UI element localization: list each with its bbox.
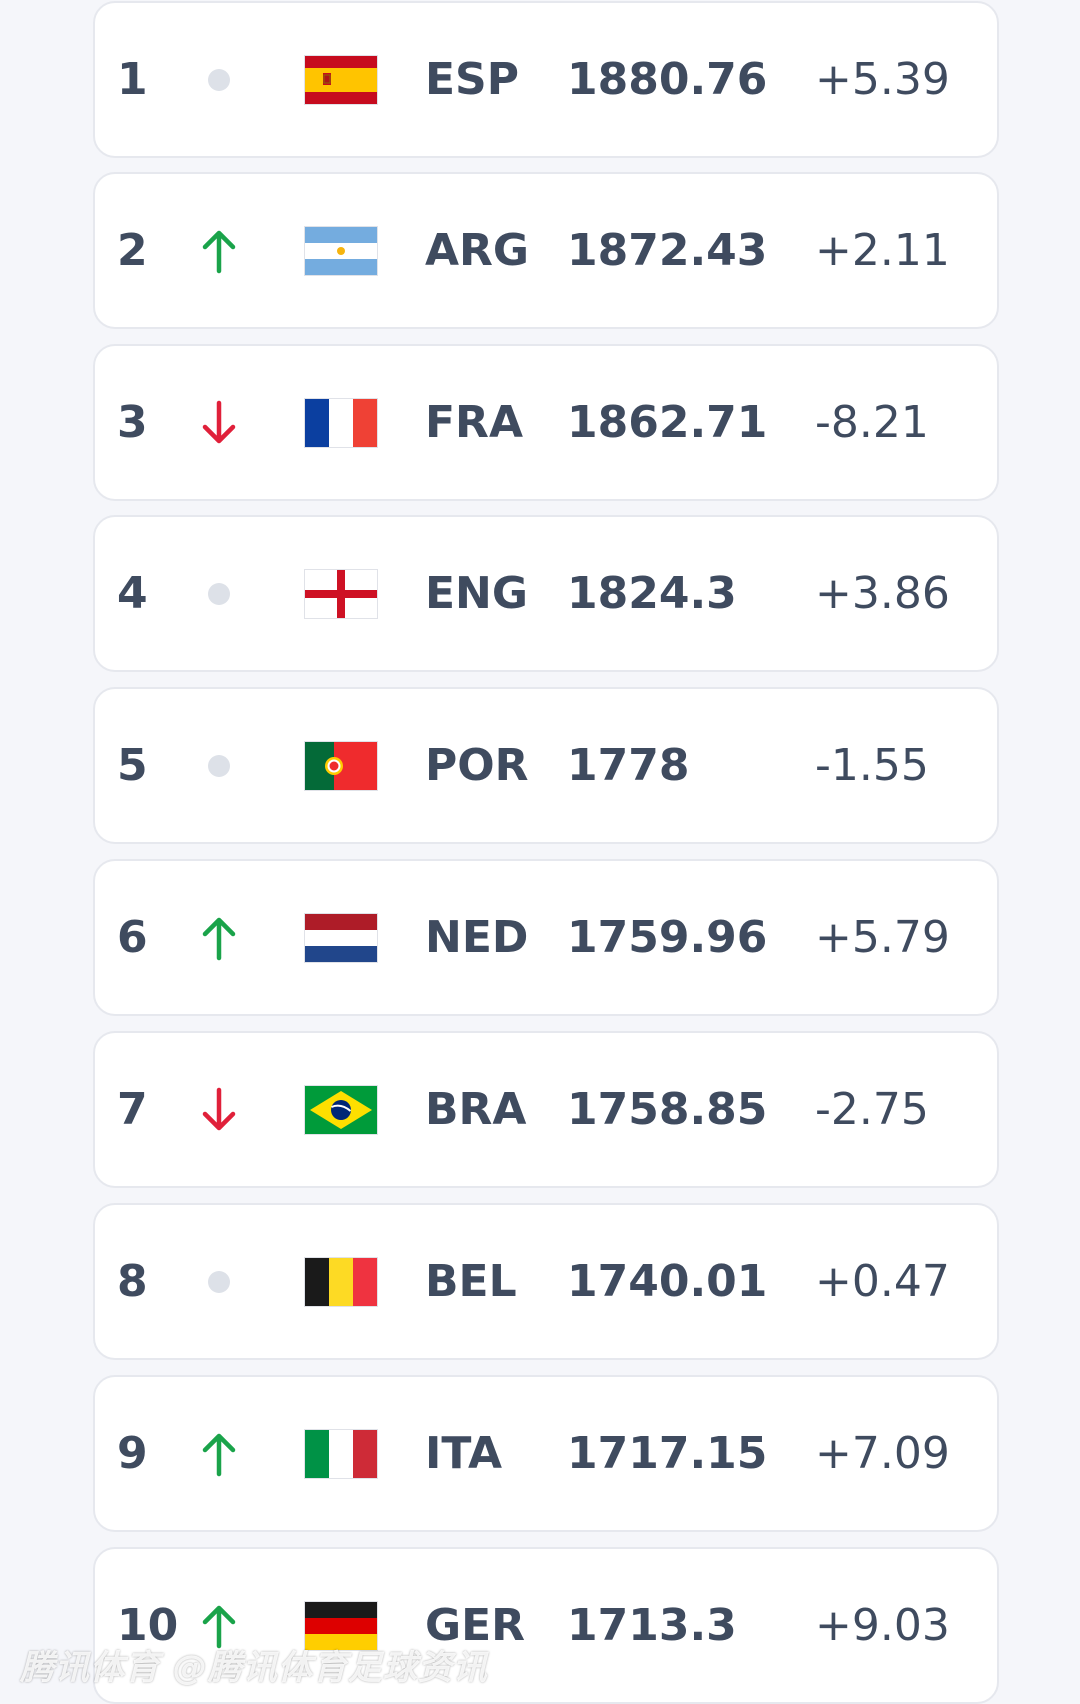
ranking-row-esp[interactable]: 1 ESP 1880.76 +5.39	[93, 1, 999, 158]
rank-number: 5	[117, 740, 148, 791]
rank-number: 7	[117, 1084, 148, 1135]
team-points: 1824.3	[567, 568, 737, 619]
belgium-flag-icon	[305, 1205, 377, 1358]
team-points: 1740.01	[567, 1256, 768, 1307]
team-points: 1717.15	[567, 1428, 768, 1479]
ranking-row-arg[interactable]: 2 ARG 1872.43 +2.11	[93, 172, 999, 329]
arrow-up-icon	[195, 861, 243, 1014]
germany-flag-icon	[305, 1549, 377, 1702]
spain-flag-icon	[305, 3, 377, 156]
team-code: ENG	[425, 568, 528, 619]
rank-number: 4	[117, 568, 148, 619]
team-code: ARG	[425, 225, 530, 276]
team-code: ITA	[425, 1428, 503, 1479]
points-change: -2.75	[815, 1084, 929, 1135]
team-code: POR	[425, 740, 529, 791]
points-change: -8.21	[815, 397, 929, 448]
points-change: +3.86	[815, 568, 950, 619]
ranking-row-fra[interactable]: 3 FRA 1862.71 -8.21	[93, 344, 999, 501]
team-points: 1862.71	[567, 397, 768, 448]
trend-unchanged-icon	[195, 517, 243, 670]
argentina-flag-icon	[305, 174, 377, 327]
points-change: +9.03	[815, 1600, 950, 1651]
ranking-row-por[interactable]: 5 POR 1778 -1.55	[93, 687, 999, 844]
arrow-down-icon	[195, 1033, 243, 1186]
team-code: NED	[425, 912, 529, 963]
ranking-row-ger[interactable]: 10 GER 1713.3 +9.03	[93, 1547, 999, 1704]
portugal-flag-icon	[305, 689, 377, 842]
team-code: BRA	[425, 1084, 527, 1135]
watermark: 腾讯体育 @腾讯体育足球资讯	[20, 1648, 488, 1688]
points-change: +2.11	[815, 225, 950, 276]
points-change: +7.09	[815, 1428, 950, 1479]
team-points: 1872.43	[567, 225, 768, 276]
netherlands-flag-icon	[305, 861, 377, 1014]
trend-unchanged-icon	[195, 3, 243, 156]
england-flag-icon	[305, 517, 377, 670]
points-change: +5.79	[815, 912, 950, 963]
arrow-down-icon	[195, 346, 243, 499]
trend-unchanged-icon	[195, 1205, 243, 1358]
team-code: GER	[425, 1600, 526, 1651]
rank-number: 6	[117, 912, 148, 963]
ranking-row-ned[interactable]: 6 NED 1759.96 +5.79	[93, 859, 999, 1016]
france-flag-icon	[305, 346, 377, 499]
points-change: +5.39	[815, 54, 950, 105]
team-code: ESP	[425, 54, 519, 105]
team-points: 1758.85	[567, 1084, 768, 1135]
ranking-row-bel[interactable]: 8 BEL 1740.01 +0.47	[93, 1203, 999, 1360]
team-points: 1759.96	[567, 912, 768, 963]
arrow-up-icon	[195, 174, 243, 327]
team-points: 1880.76	[567, 54, 768, 105]
team-points: 1713.3	[567, 1600, 737, 1651]
rank-number: 9	[117, 1428, 148, 1479]
rank-number: 8	[117, 1256, 148, 1307]
rank-number: 1	[117, 54, 148, 105]
rank-number: 3	[117, 397, 148, 448]
ranking-row-bra[interactable]: 7 BRA 1758.85 -2.75	[93, 1031, 999, 1188]
team-points: 1778	[567, 740, 690, 791]
ranking-row-ita[interactable]: 9 ITA 1717.15 +7.09	[93, 1375, 999, 1532]
team-code: FRA	[425, 397, 523, 448]
italy-flag-icon	[305, 1377, 377, 1530]
arrow-up-icon	[195, 1549, 243, 1702]
team-code: BEL	[425, 1256, 517, 1307]
points-change: +0.47	[815, 1256, 950, 1307]
trend-unchanged-icon	[195, 689, 243, 842]
points-change: -1.55	[815, 740, 929, 791]
rank-number: 10	[117, 1600, 179, 1651]
rank-number: 2	[117, 225, 148, 276]
ranking-row-eng[interactable]: 4 ENG 1824.3 +3.86	[93, 515, 999, 672]
arrow-up-icon	[195, 1377, 243, 1530]
brazil-flag-icon	[305, 1033, 377, 1186]
